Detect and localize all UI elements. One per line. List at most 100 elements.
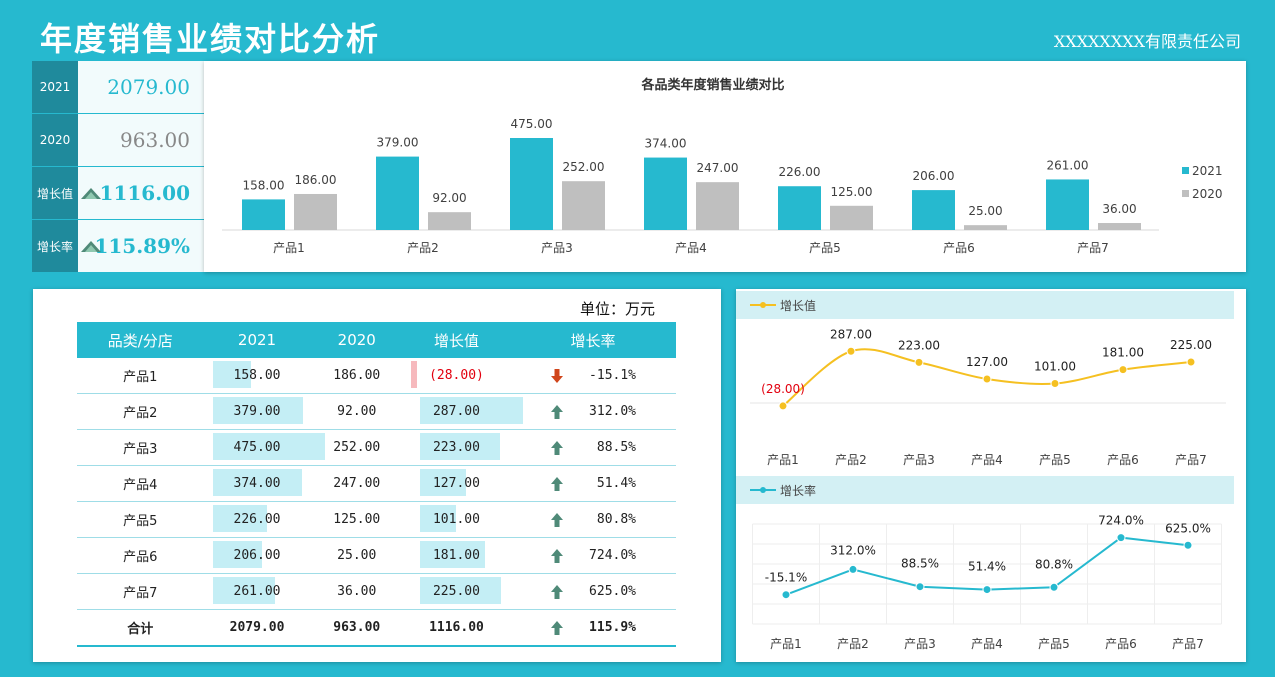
cell-growth: 127.00: [402, 465, 511, 502]
kpi-row-2: 增长值 1116.00: [32, 167, 204, 219]
cell-2021: 226.00: [203, 501, 311, 538]
line-point: [982, 374, 992, 384]
bar-data-label: 92.00: [432, 191, 466, 205]
company-name: XXXXXXXX有限责任公司: [1053, 32, 1241, 51]
line-point: [914, 357, 924, 367]
arrow-up-icon: [551, 404, 564, 419]
cell-rate: 312.0%: [510, 393, 676, 430]
row-name: 产品4: [77, 465, 204, 502]
databar-2021: [213, 361, 251, 388]
bar-data-label: 158.00: [243, 178, 285, 192]
bar-x-tick-label: 产品6: [943, 241, 975, 255]
value-growth: 181.00: [432, 548, 480, 563]
bar-data-label: 247.00: [697, 161, 739, 175]
cell-growth: (28.00): [402, 358, 511, 394]
bar-2020-产品4: [696, 182, 739, 230]
bar-chart-title: 各品类年度销售业绩对比: [640, 77, 784, 93]
line-data-label: 127.00: [966, 355, 1008, 369]
value-2020: 252.00: [310, 429, 403, 466]
bar-data-label: 261.00: [1047, 158, 1089, 172]
line-point: [1050, 379, 1060, 389]
bar-2021-产品2: [376, 156, 419, 230]
kpi-row-0: 2021 2079.00: [32, 61, 204, 113]
bar-data-label: 125.00: [831, 185, 873, 199]
databar-growth: [410, 361, 417, 388]
cell-2021: 475.00: [203, 429, 326, 466]
value-rate: 724.0%: [589, 548, 637, 563]
cell-rate: 80.8%: [510, 501, 676, 538]
unit-label: 单位：万元: [580, 300, 656, 318]
line-data-label: 101.00: [1034, 360, 1076, 374]
legend-swatch-2021: [1182, 167, 1189, 174]
cell-2021: 206.00: [203, 537, 311, 574]
legend-label-2020: 2020: [1192, 187, 1223, 201]
kpi-label: 增长率: [32, 220, 78, 272]
kpi-row-3: 增长率 115.89%: [32, 220, 204, 272]
value-growth: 287.00: [432, 404, 480, 419]
bar-x-tick-label: 产品7: [1077, 241, 1109, 255]
bar-chart-card: 各品类年度销售业绩对比 158.00 186.00 产品1 379.00 92.00 产品2…: [204, 61, 1246, 272]
total-rate: 115.9%: [589, 620, 637, 635]
line-point: [982, 585, 992, 595]
arrow-up-icon: [551, 476, 564, 491]
value-growth: (28.00): [429, 368, 484, 383]
col-header-2020: 2020: [310, 322, 403, 358]
table-row: 产品3 475.00 252.00 223.00 88.5%: [77, 429, 676, 466]
kpi-label: 2020: [32, 114, 78, 166]
bar-2021-产品1: [242, 199, 285, 230]
line-point: [846, 346, 856, 356]
cell-growth: 101.00: [402, 501, 511, 538]
tree-icon: [81, 241, 101, 252]
line-data-label: 223.00: [898, 338, 940, 352]
line-charts-card: [736, 289, 1246, 662]
kpi-panel: 2021 2079.00 2020 963.00 增长值 1116.00 增长率 115.89…: [32, 61, 204, 272]
databar-growth: [419, 505, 457, 532]
line-x-tick-label: 产品3: [903, 453, 935, 467]
databar-growth: [419, 433, 500, 460]
line-point: [1116, 533, 1126, 543]
bar-x-tick-label: 产品2: [407, 241, 439, 255]
legend-label-2021: 2021: [1192, 164, 1223, 178]
legend-marker: [760, 302, 766, 308]
value-2020: 186.00: [310, 358, 403, 394]
total-v2021: 2079.00: [203, 609, 311, 647]
value-2021: 206.00: [233, 548, 281, 563]
arrow-up-icon: [551, 548, 564, 563]
line-data-label: 625.0%: [1165, 521, 1211, 535]
value-2021: 158.00: [233, 368, 281, 383]
kpi-value: 963.00: [78, 114, 204, 166]
bar-2020-产品5: [830, 205, 873, 230]
databar-2021: [213, 433, 326, 460]
value-2020: 92.00: [310, 393, 403, 430]
databar-2021: [213, 505, 267, 532]
cell-2021: 374.00: [203, 465, 311, 502]
line-data-label: 287.00: [830, 327, 872, 341]
arrow-up-icon: [551, 620, 564, 635]
bar-data-label: 379.00: [377, 136, 419, 150]
total-v2020: 963.00: [310, 609, 403, 647]
bar-data-label: 226.00: [779, 165, 821, 179]
cell-rate: 88.5%: [510, 429, 676, 466]
bar-2021-产品4: [644, 157, 687, 230]
legend-swatch-2020: [1182, 190, 1189, 197]
cell-2021: 261.00: [203, 573, 311, 610]
line-legend-strip: [736, 291, 1234, 319]
line-x-tick-label: 产品2: [835, 453, 867, 467]
cell-rate: 724.0%: [510, 537, 676, 574]
cell-growth: 225.00: [402, 573, 511, 610]
databar-2021: [213, 469, 302, 496]
kpi-separator: [78, 113, 204, 114]
col-header-category: 品类/分店: [77, 322, 204, 358]
arrow-up-icon: [551, 584, 564, 599]
bar-x-tick-label: 产品4: [675, 241, 707, 255]
line-x-tick-label: 产品2: [837, 637, 869, 651]
line-point: [1183, 540, 1193, 550]
value-2020: 247.00: [310, 465, 403, 502]
value-rate: 51.4%: [596, 476, 637, 491]
kpi-label: 2021: [32, 61, 78, 113]
bar-2020-产品7: [1098, 223, 1141, 230]
line-point: [1186, 357, 1196, 367]
databar-2021: [213, 541, 263, 568]
value-growth: 101.00: [432, 512, 480, 527]
line-x-tick-label: 产品5: [1038, 637, 1070, 651]
